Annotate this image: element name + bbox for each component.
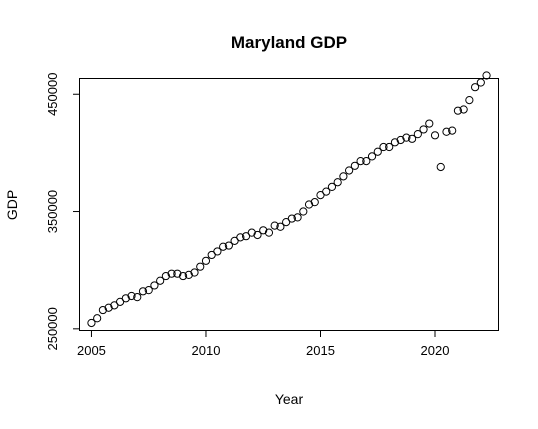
data-point xyxy=(419,125,428,134)
data-point xyxy=(207,250,216,260)
data-point xyxy=(184,270,193,279)
x-tick-label: 2015 xyxy=(306,343,335,358)
data-point xyxy=(476,78,485,87)
data-point xyxy=(402,133,411,142)
data-point xyxy=(144,286,153,295)
data-point xyxy=(138,287,148,296)
x-axis: 2005 2010 2015 2020 xyxy=(77,330,449,358)
data-point xyxy=(178,271,188,281)
data-point xyxy=(127,291,136,301)
data-point xyxy=(459,105,468,114)
data-point xyxy=(396,135,405,145)
data-point xyxy=(161,271,170,281)
data-point xyxy=(345,166,354,175)
data-point xyxy=(241,232,251,241)
data-point xyxy=(310,198,319,207)
data-point xyxy=(322,187,331,196)
data-point xyxy=(465,96,474,105)
data-point xyxy=(213,247,222,256)
data-point xyxy=(362,157,371,166)
data-point xyxy=(287,214,296,223)
y-axis: 250000 350000 450000 xyxy=(45,73,80,351)
x-tick-label: 2010 xyxy=(192,343,221,358)
y-axis-label: GDP xyxy=(4,190,20,220)
y-tick-label: 450000 xyxy=(45,73,60,116)
data-point xyxy=(121,294,130,303)
data-point xyxy=(110,301,119,310)
data-point xyxy=(230,236,239,245)
data-point xyxy=(98,305,108,315)
data-point xyxy=(253,230,262,240)
data-point xyxy=(350,161,359,170)
data-point xyxy=(276,222,285,231)
data-point xyxy=(299,207,308,216)
data-point xyxy=(304,200,314,209)
data-point xyxy=(87,318,96,328)
data-point xyxy=(356,157,365,166)
data-point xyxy=(224,241,233,250)
plot-frame xyxy=(79,78,499,331)
data-point xyxy=(436,162,445,172)
data-point xyxy=(190,268,199,277)
data-point xyxy=(367,152,377,161)
data-point xyxy=(219,242,228,251)
data-point xyxy=(333,178,342,187)
data-point xyxy=(167,269,176,278)
data-point xyxy=(390,138,400,147)
data-point xyxy=(470,83,480,92)
data-points xyxy=(87,71,491,328)
data-point xyxy=(259,226,268,235)
data-point xyxy=(373,147,382,156)
data-point xyxy=(133,293,142,302)
data-point xyxy=(482,71,491,80)
data-point xyxy=(425,119,434,128)
data-point xyxy=(104,303,113,312)
data-point xyxy=(270,221,279,230)
y-tick-label: 250000 xyxy=(45,307,60,350)
data-point xyxy=(413,130,422,139)
data-point xyxy=(453,106,463,115)
data-point xyxy=(282,217,291,227)
data-point xyxy=(150,281,159,290)
x-tick-label: 2005 xyxy=(77,343,106,358)
data-point xyxy=(448,126,457,135)
data-point xyxy=(156,276,165,285)
chart-title: Maryland GDP xyxy=(231,33,347,52)
data-point xyxy=(408,134,417,143)
data-point xyxy=(327,182,337,192)
data-point xyxy=(430,131,440,140)
data-point xyxy=(93,314,102,323)
data-point xyxy=(339,172,348,181)
data-point xyxy=(385,142,394,152)
data-point xyxy=(293,213,302,222)
data-point xyxy=(173,269,182,278)
data-point xyxy=(196,262,205,271)
data-point xyxy=(201,256,211,265)
data-point xyxy=(247,228,256,237)
data-point xyxy=(379,142,388,152)
data-point xyxy=(442,127,451,136)
x-axis-label: Year xyxy=(275,391,304,407)
data-point xyxy=(236,233,245,242)
y-tick-label: 350000 xyxy=(45,190,60,233)
x-tick-label: 2020 xyxy=(421,343,450,358)
data-point xyxy=(264,228,274,237)
data-point xyxy=(316,191,325,200)
data-point xyxy=(115,297,125,306)
